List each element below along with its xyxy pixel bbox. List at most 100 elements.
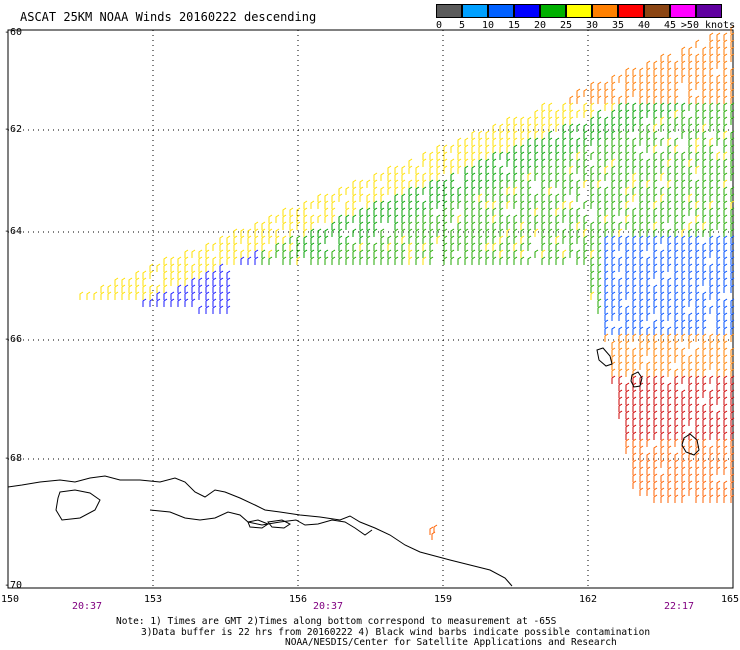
wind-barb <box>723 410 728 419</box>
wind-barb <box>723 368 728 377</box>
wind-barb <box>730 284 735 293</box>
wind-barb <box>93 291 98 300</box>
wind-barb <box>702 81 707 90</box>
note-line: Note: 1) Times are GMT 2)Times along bot… <box>116 616 557 627</box>
wind-barb <box>646 144 651 153</box>
wind-barb <box>632 193 637 202</box>
wind-barb <box>646 361 651 370</box>
wind-barb <box>604 312 609 321</box>
wind-barb <box>660 431 665 440</box>
wind-barb <box>366 193 371 202</box>
wind-barb <box>653 403 658 412</box>
wind-barb <box>478 256 483 265</box>
wind-barb <box>716 284 721 293</box>
wind-barb <box>639 445 644 454</box>
wind-barb <box>485 158 490 167</box>
wind-barb <box>653 326 658 335</box>
wind-barb <box>205 291 210 300</box>
wind-barb <box>205 242 210 251</box>
wind-barb <box>296 242 301 251</box>
wind-barb <box>688 368 693 377</box>
wind-barb <box>478 228 483 237</box>
wind-barb <box>709 417 714 426</box>
wind-barb <box>695 389 700 398</box>
wind-barb <box>240 256 245 265</box>
wind-barb <box>450 200 455 209</box>
wind-barb <box>632 214 637 223</box>
wind-barb <box>184 277 189 286</box>
wind-barb <box>604 319 609 328</box>
wind-barb <box>618 123 623 132</box>
wind-barb <box>723 151 728 160</box>
wind-barb <box>233 256 238 265</box>
wind-barb <box>681 151 686 160</box>
wind-barb <box>709 123 714 132</box>
wind-barb <box>723 46 728 55</box>
wind-barb <box>478 214 483 223</box>
wind-barb <box>464 207 469 216</box>
wind-barb <box>639 312 644 321</box>
wind-barb <box>625 368 630 377</box>
wind-barb <box>702 361 707 370</box>
wind-barb <box>548 102 553 111</box>
wind-barb <box>674 214 679 223</box>
wind-barb <box>499 228 504 237</box>
wind-barb <box>695 361 700 370</box>
wind-barb <box>723 270 728 279</box>
wind-barb <box>730 200 735 209</box>
wind-barb <box>604 263 609 272</box>
wind-barb <box>667 382 672 391</box>
wind-barb <box>660 74 665 83</box>
wind-barb <box>702 473 707 482</box>
wind-barb <box>611 263 616 272</box>
wind-barb <box>184 291 189 300</box>
wind-barb <box>590 81 595 90</box>
wind-barb <box>681 494 686 503</box>
wind-barb <box>597 207 602 216</box>
wind-barb <box>107 291 112 300</box>
wind-barb <box>534 207 539 216</box>
wind-barb <box>646 200 651 209</box>
wind-barb <box>723 284 728 293</box>
wind-barb <box>695 354 700 363</box>
wind-barb <box>373 228 378 237</box>
wind-barb <box>471 137 476 146</box>
wind-barb <box>674 74 679 83</box>
wind-barb <box>212 305 217 314</box>
wind-barb <box>660 165 665 174</box>
wind-barb <box>716 88 721 97</box>
wind-barb <box>674 459 679 468</box>
wind-barb <box>520 165 525 174</box>
wind-barb <box>324 256 329 265</box>
wind-barb <box>681 396 686 405</box>
wind-barb <box>212 277 217 286</box>
wind-barb <box>730 326 735 335</box>
wind-barb <box>716 347 721 356</box>
wind-barb <box>667 277 672 286</box>
wind-barb <box>709 235 714 244</box>
wind-barb <box>660 305 665 314</box>
wind-barb <box>597 109 602 118</box>
wind-barb <box>590 235 595 244</box>
wind-barb <box>527 137 532 146</box>
wind-barb <box>611 249 616 258</box>
wind-barb <box>520 158 525 167</box>
wind-barb <box>142 291 147 300</box>
wind-barb <box>709 277 714 286</box>
wind-barb <box>205 256 210 265</box>
wind-barb <box>142 284 147 293</box>
wind-barb <box>618 340 623 349</box>
wind-barb <box>275 228 280 237</box>
wind-barb <box>730 249 735 258</box>
wind-barb <box>289 249 294 258</box>
wind-barb <box>499 249 504 258</box>
wind-barb <box>674 179 679 188</box>
wind-barb <box>716 452 721 461</box>
wind-barb <box>478 207 483 216</box>
wind-barb <box>233 235 238 244</box>
wind-barb <box>716 298 721 307</box>
wind-barb <box>625 410 630 419</box>
wind-barb <box>702 305 707 314</box>
wind-barb <box>730 207 735 216</box>
wind-barb <box>730 256 735 265</box>
